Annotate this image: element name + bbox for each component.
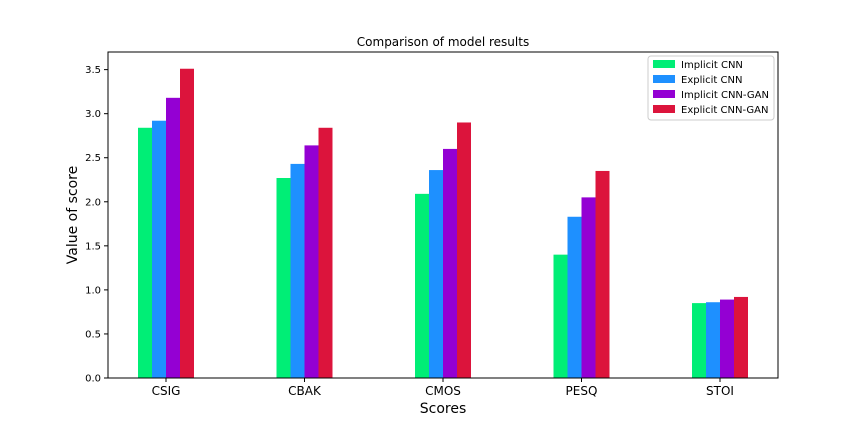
x-axis: CSIG CBAK CMOS PESQ STOI — [152, 378, 734, 398]
x-tick-label-pesq: PESQ — [566, 384, 598, 398]
bar-cmos-implicit-cnn — [415, 193, 429, 378]
bar-stoi-explicit-cnn-gan — [734, 296, 748, 378]
legend-item-implicit-cnn: Implicit CNN — [653, 60, 743, 71]
bar-pesq-implicit-cnn — [553, 254, 568, 378]
bar-pesq-explicit-cnn-gan — [595, 170, 610, 378]
y-tick-label: 0.5 — [85, 329, 101, 340]
bar-csig-implicit-cnn-gan — [166, 97, 180, 378]
legend-label: Implicit CNN — [681, 60, 743, 71]
bar-csig-implicit-cnn — [138, 127, 152, 378]
legend-box — [647, 55, 775, 121]
chart-title: Comparison of model results — [357, 35, 529, 49]
legend: Implicit CNN Explicit CNN Implicit CNN-GAN… — [647, 55, 775, 121]
legend-label: Implicit CNN-GAN — [681, 90, 769, 101]
bar-cbak-implicit-cnn-gan — [304, 145, 319, 378]
bars-layer — [138, 68, 748, 379]
y-tick-label: 1.0 — [85, 285, 101, 296]
y-tick-label: 3.5 — [85, 65, 101, 76]
bar-cbak-explicit-cnn — [290, 163, 305, 378]
y-tick-label: 0.0 — [85, 374, 101, 385]
bar-csig-explicit-cnn-gan — [180, 68, 194, 378]
legend-swatch — [653, 90, 675, 98]
bar-stoi-explicit-cnn — [706, 302, 720, 378]
bar-cmos-explicit-cnn — [429, 170, 443, 378]
legend-swatch — [653, 75, 675, 83]
x-axis-label: Scores — [420, 401, 467, 417]
x-tick-label-csig: CSIG — [152, 384, 181, 398]
bar-csig-explicit-cnn — [152, 120, 166, 378]
legend-item-explicit-cnn-gan: Explicit CNN-GAN — [653, 105, 769, 116]
legend-label: Explicit CNN-GAN — [681, 105, 769, 116]
y-axis: 0.0 0.5 1.0 1.5 2.0 2.5 3.0 3.5 — [85, 65, 108, 385]
x-tick-label-cbak: CBAK — [288, 384, 322, 398]
legend-swatch — [653, 60, 675, 68]
legend-item-implicit-cnn-gan: Implicit CNN-GAN — [653, 90, 769, 101]
bar-pesq-implicit-cnn-gan — [581, 197, 596, 378]
legend-label: Explicit CNN — [681, 75, 742, 86]
y-tick-label: 3.0 — [85, 109, 101, 120]
bar-cmos-explicit-cnn-gan — [457, 122, 471, 379]
x-tick-label-cmos: CMOS — [425, 384, 461, 398]
bar-pesq-explicit-cnn — [567, 216, 582, 378]
y-axis-label: Value of score — [65, 166, 81, 264]
bar-cbak-explicit-cnn-gan — [318, 127, 333, 378]
bar-cbak-implicit-cnn — [276, 177, 291, 378]
plot-frame — [107, 51, 779, 379]
bar-stoi-implicit-cnn-gan — [720, 299, 734, 378]
legend-swatch — [653, 105, 675, 113]
y-tick-label: 1.5 — [85, 241, 101, 252]
x-tick-label-stoi: STOI — [706, 384, 734, 398]
legend-item-explicit-cnn: Explicit CNN — [653, 75, 742, 86]
bar-stoi-implicit-cnn — [692, 303, 706, 378]
y-tick-label: 2.0 — [85, 197, 101, 208]
y-tick-label: 2.5 — [85, 153, 101, 164]
bar-cmos-implicit-cnn-gan — [443, 148, 457, 378]
